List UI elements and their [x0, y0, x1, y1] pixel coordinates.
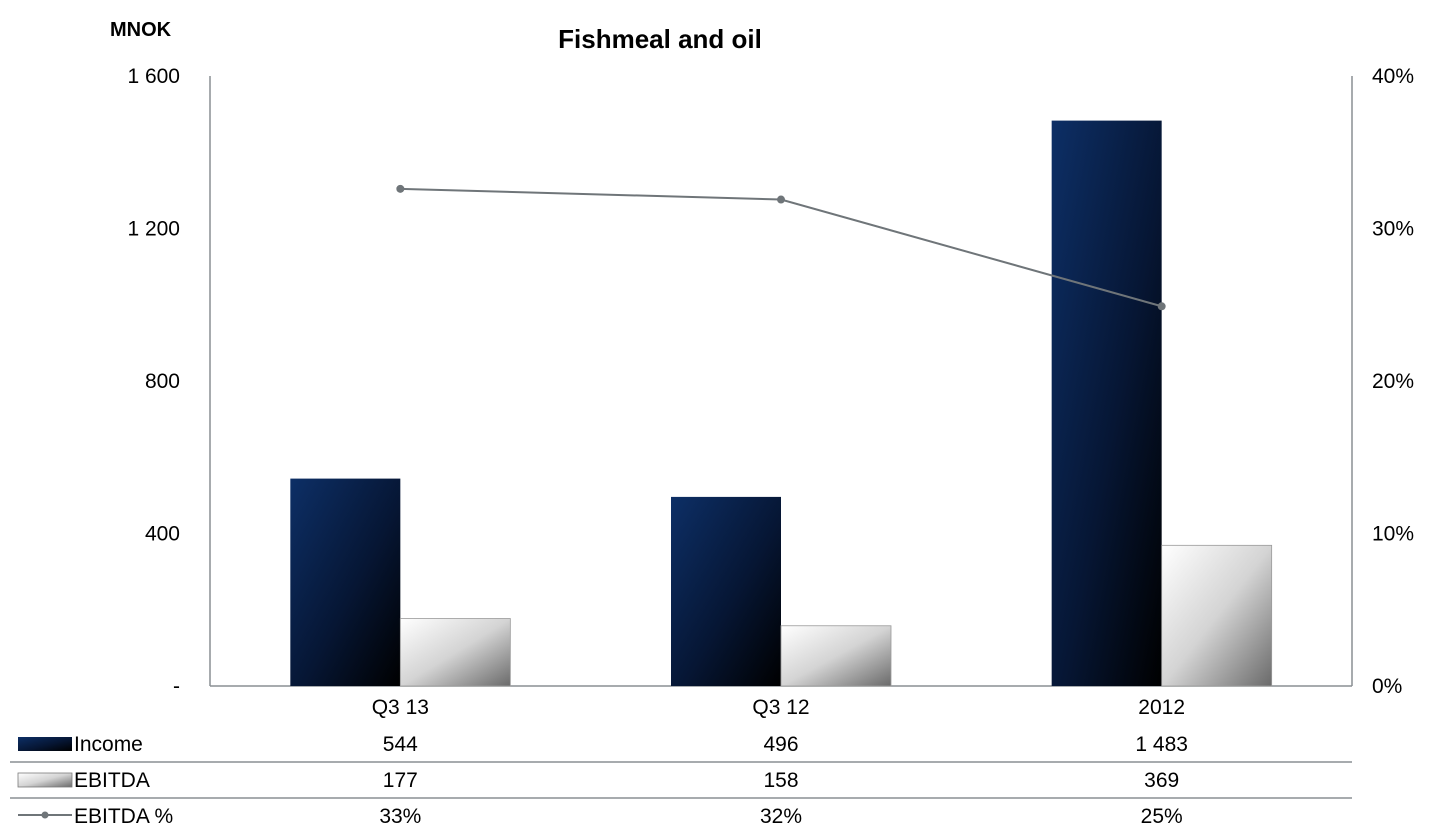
ebitda-percent-point	[396, 184, 405, 193]
data-table: Income EBITDA EBITDA %	[10, 733, 1352, 828]
ebitda-percent-line	[396, 184, 1166, 311]
y-ticks-left: - 400 800 1 200 1 600	[127, 65, 180, 698]
ebitda-bar	[399, 618, 511, 687]
y-tick-left-label: 400	[145, 523, 180, 546]
table-value: 544	[383, 733, 418, 756]
y-axis-unit-label: MNOK	[110, 19, 172, 41]
y-tick-right-label: 40%	[1372, 65, 1414, 88]
x-tick-label: Q3 13	[372, 696, 429, 719]
x-tick-label: Q3 12	[752, 696, 809, 719]
y-tick-left-label: 1 200	[127, 218, 180, 241]
legend-label-ebitda-percent: EBITDA %	[74, 805, 173, 828]
ebitda-percent-polyline	[400, 187, 1162, 308]
bars	[290, 120, 1273, 687]
ebitda-bar	[780, 625, 892, 687]
table-values: 544 496 1 483 177 158 369 33% 32% 25%	[379, 733, 1188, 828]
table-value: 32%	[760, 805, 802, 828]
y-tick-left-label: 800	[145, 370, 180, 393]
ebitda-percent-point	[777, 195, 785, 204]
income-bar	[290, 478, 401, 686]
y-tick-left-label: -	[173, 675, 180, 698]
legend-swatch-income	[18, 737, 72, 751]
y-tick-right-label: 0%	[1372, 675, 1402, 698]
y-tick-left-label: 1 600	[127, 65, 180, 88]
y-ticks-right: 0% 10% 20% 30% 40%	[1372, 65, 1414, 698]
x-tick-label: 2012	[1138, 696, 1185, 719]
legend-label-income: Income	[74, 733, 143, 756]
table-value: 496	[763, 733, 798, 756]
table-value: 369	[1144, 769, 1179, 792]
y-tick-right-label: 20%	[1372, 370, 1414, 393]
legend-marker-ebitda-percent	[41, 811, 49, 819]
table-value: 177	[383, 769, 418, 792]
income-bar	[1051, 120, 1162, 686]
y-tick-right-label: 10%	[1372, 523, 1414, 546]
x-ticks: Q3 13 Q3 12 2012	[372, 696, 1185, 719]
income-bar	[671, 496, 781, 686]
legend-swatch-ebitda	[17, 772, 73, 788]
legend-label-ebitda: EBITDA	[74, 769, 150, 792]
table-value: 33%	[379, 805, 421, 828]
ebitda-percent-point	[1157, 302, 1166, 311]
y-tick-right-label: 30%	[1372, 218, 1414, 241]
table-value: 1 483	[1135, 733, 1188, 756]
table-value: 25%	[1141, 805, 1183, 828]
ebitda-bar	[1161, 544, 1273, 687]
chart-title: Fishmeal and oil	[558, 24, 762, 54]
table-value: 158	[763, 769, 798, 792]
